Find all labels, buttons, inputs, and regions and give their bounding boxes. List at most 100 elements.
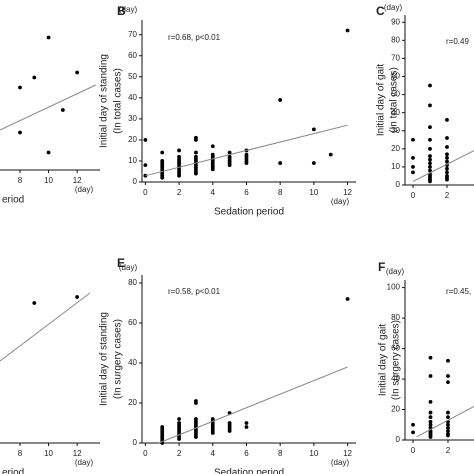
x-tick-label: 6 — [244, 449, 249, 458]
data-point — [428, 125, 432, 130]
data-point — [428, 422, 433, 427]
annotation: r=0.49 — [446, 37, 469, 46]
data-point — [445, 152, 449, 157]
y-axis-label: (In total cases) — [389, 67, 400, 133]
x-tick-label: 12 — [343, 449, 352, 458]
data-point — [177, 437, 181, 441]
y-tick-label: 40 — [128, 93, 137, 102]
x-tick-label: 10 — [44, 176, 53, 185]
data-point — [244, 421, 249, 425]
y-tick-label: 80 — [391, 313, 400, 322]
y-tick-label: 80 — [391, 35, 400, 44]
x-unit: (day) — [75, 185, 94, 194]
data-point — [428, 400, 433, 404]
x-tick-label: 0 — [411, 446, 416, 455]
data-point — [446, 380, 450, 384]
y-tick-label: 60 — [128, 318, 137, 327]
x-axis-label: eriod — [2, 195, 24, 206]
regression-line — [0, 292, 91, 362]
x-tick-label: 0 — [143, 449, 148, 458]
data-point — [428, 83, 432, 88]
y-tick-label: 100 — [387, 283, 401, 292]
y-tick-label: 70 — [391, 54, 400, 63]
y-tick-label: 0 — [133, 177, 138, 186]
data-point — [428, 165, 432, 169]
data-point — [75, 70, 80, 75]
data-point — [311, 161, 316, 165]
data-point — [227, 150, 232, 155]
data-point — [143, 163, 148, 168]
x-tick-label: 2 — [177, 449, 182, 458]
x-tick-label: 10 — [309, 188, 318, 197]
data-point — [428, 157, 432, 162]
data-point — [445, 117, 449, 122]
data-point — [177, 173, 181, 178]
data-point — [345, 297, 350, 301]
data-point — [445, 170, 449, 175]
data-point — [411, 430, 415, 435]
data-point — [428, 374, 433, 378]
annotation: r=0.58, p<0.01 — [168, 287, 221, 296]
data-point — [445, 155, 449, 160]
y-tick-label: 10 — [391, 162, 400, 171]
data-point — [428, 415, 433, 420]
x-tick-label: 12 — [343, 188, 352, 197]
regression-line — [0, 84, 96, 131]
data-point — [446, 415, 450, 420]
y-tick-label: 0 — [396, 435, 401, 444]
data-point — [18, 130, 22, 135]
data-point — [345, 28, 350, 33]
data-point — [428, 103, 432, 108]
y-tick-label: 90 — [391, 17, 400, 26]
panel-label: B — [117, 4, 126, 18]
data-point — [32, 301, 37, 305]
data-point — [210, 167, 215, 172]
data-point — [75, 295, 80, 299]
x-unit: (day) — [75, 458, 94, 467]
data-point — [428, 410, 433, 415]
y-unit: (day) — [386, 267, 405, 276]
data-point — [60, 108, 65, 112]
x-tick-label: 2 — [445, 191, 450, 200]
data-point — [428, 435, 433, 439]
data-point — [244, 425, 249, 429]
annotation: r=0.68, p<0.01 — [168, 33, 221, 42]
data-point — [194, 150, 198, 155]
panel: 8 10 12 eriod (day) — [0, 35, 100, 206]
regression-line — [158, 366, 348, 444]
x-tick-label: 8 — [278, 449, 283, 458]
y-tick-label: 0 — [133, 438, 138, 447]
y-tick-label: 0 — [396, 180, 401, 189]
y-tick-label: 20 — [128, 135, 137, 144]
regression-line — [145, 124, 348, 177]
y-unit: (day) — [384, 3, 403, 12]
data-point — [160, 150, 165, 155]
x-unit: (day) — [331, 197, 350, 206]
data-point — [428, 161, 432, 166]
data-point — [177, 417, 181, 421]
x-tick-label: 6 — [244, 188, 249, 197]
y-tick-label: 60 — [391, 344, 400, 353]
data-point — [143, 138, 148, 142]
panel-label: E — [117, 256, 125, 270]
data-point — [428, 355, 433, 360]
y-unit: (day) — [119, 263, 138, 272]
data-point — [160, 175, 165, 180]
y-axis-label: Initial day of standing — [99, 54, 110, 148]
data-point — [446, 433, 450, 438]
data-point — [428, 179, 432, 184]
data-point — [194, 435, 198, 439]
annotation: r=0.45, — [446, 287, 471, 296]
data-point — [445, 136, 449, 140]
panel: 0 2 4 6 8 10 12 0 10 20 30 40 50 60 70 B Sedation period… — [99, 4, 356, 218]
data-point — [411, 165, 415, 169]
y-tick-label: 20 — [391, 144, 400, 153]
data-point — [428, 137, 432, 142]
panel-label: C — [376, 4, 385, 18]
data-point — [446, 358, 450, 363]
x-axis-label: Sedation period — [214, 468, 284, 474]
data-point — [46, 150, 51, 155]
